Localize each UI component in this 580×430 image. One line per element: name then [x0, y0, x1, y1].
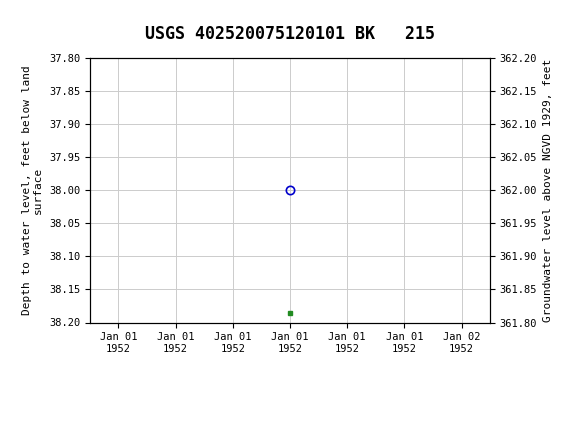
Text: USGS 402520075120101 BK   215: USGS 402520075120101 BK 215 [145, 25, 435, 43]
Y-axis label: Groundwater level above NGVD 1929, feet: Groundwater level above NGVD 1929, feet [543, 58, 553, 322]
Y-axis label: Depth to water level, feet below land
surface: Depth to water level, feet below land su… [22, 65, 44, 315]
Text: ≈USGS: ≈USGS [9, 9, 79, 27]
